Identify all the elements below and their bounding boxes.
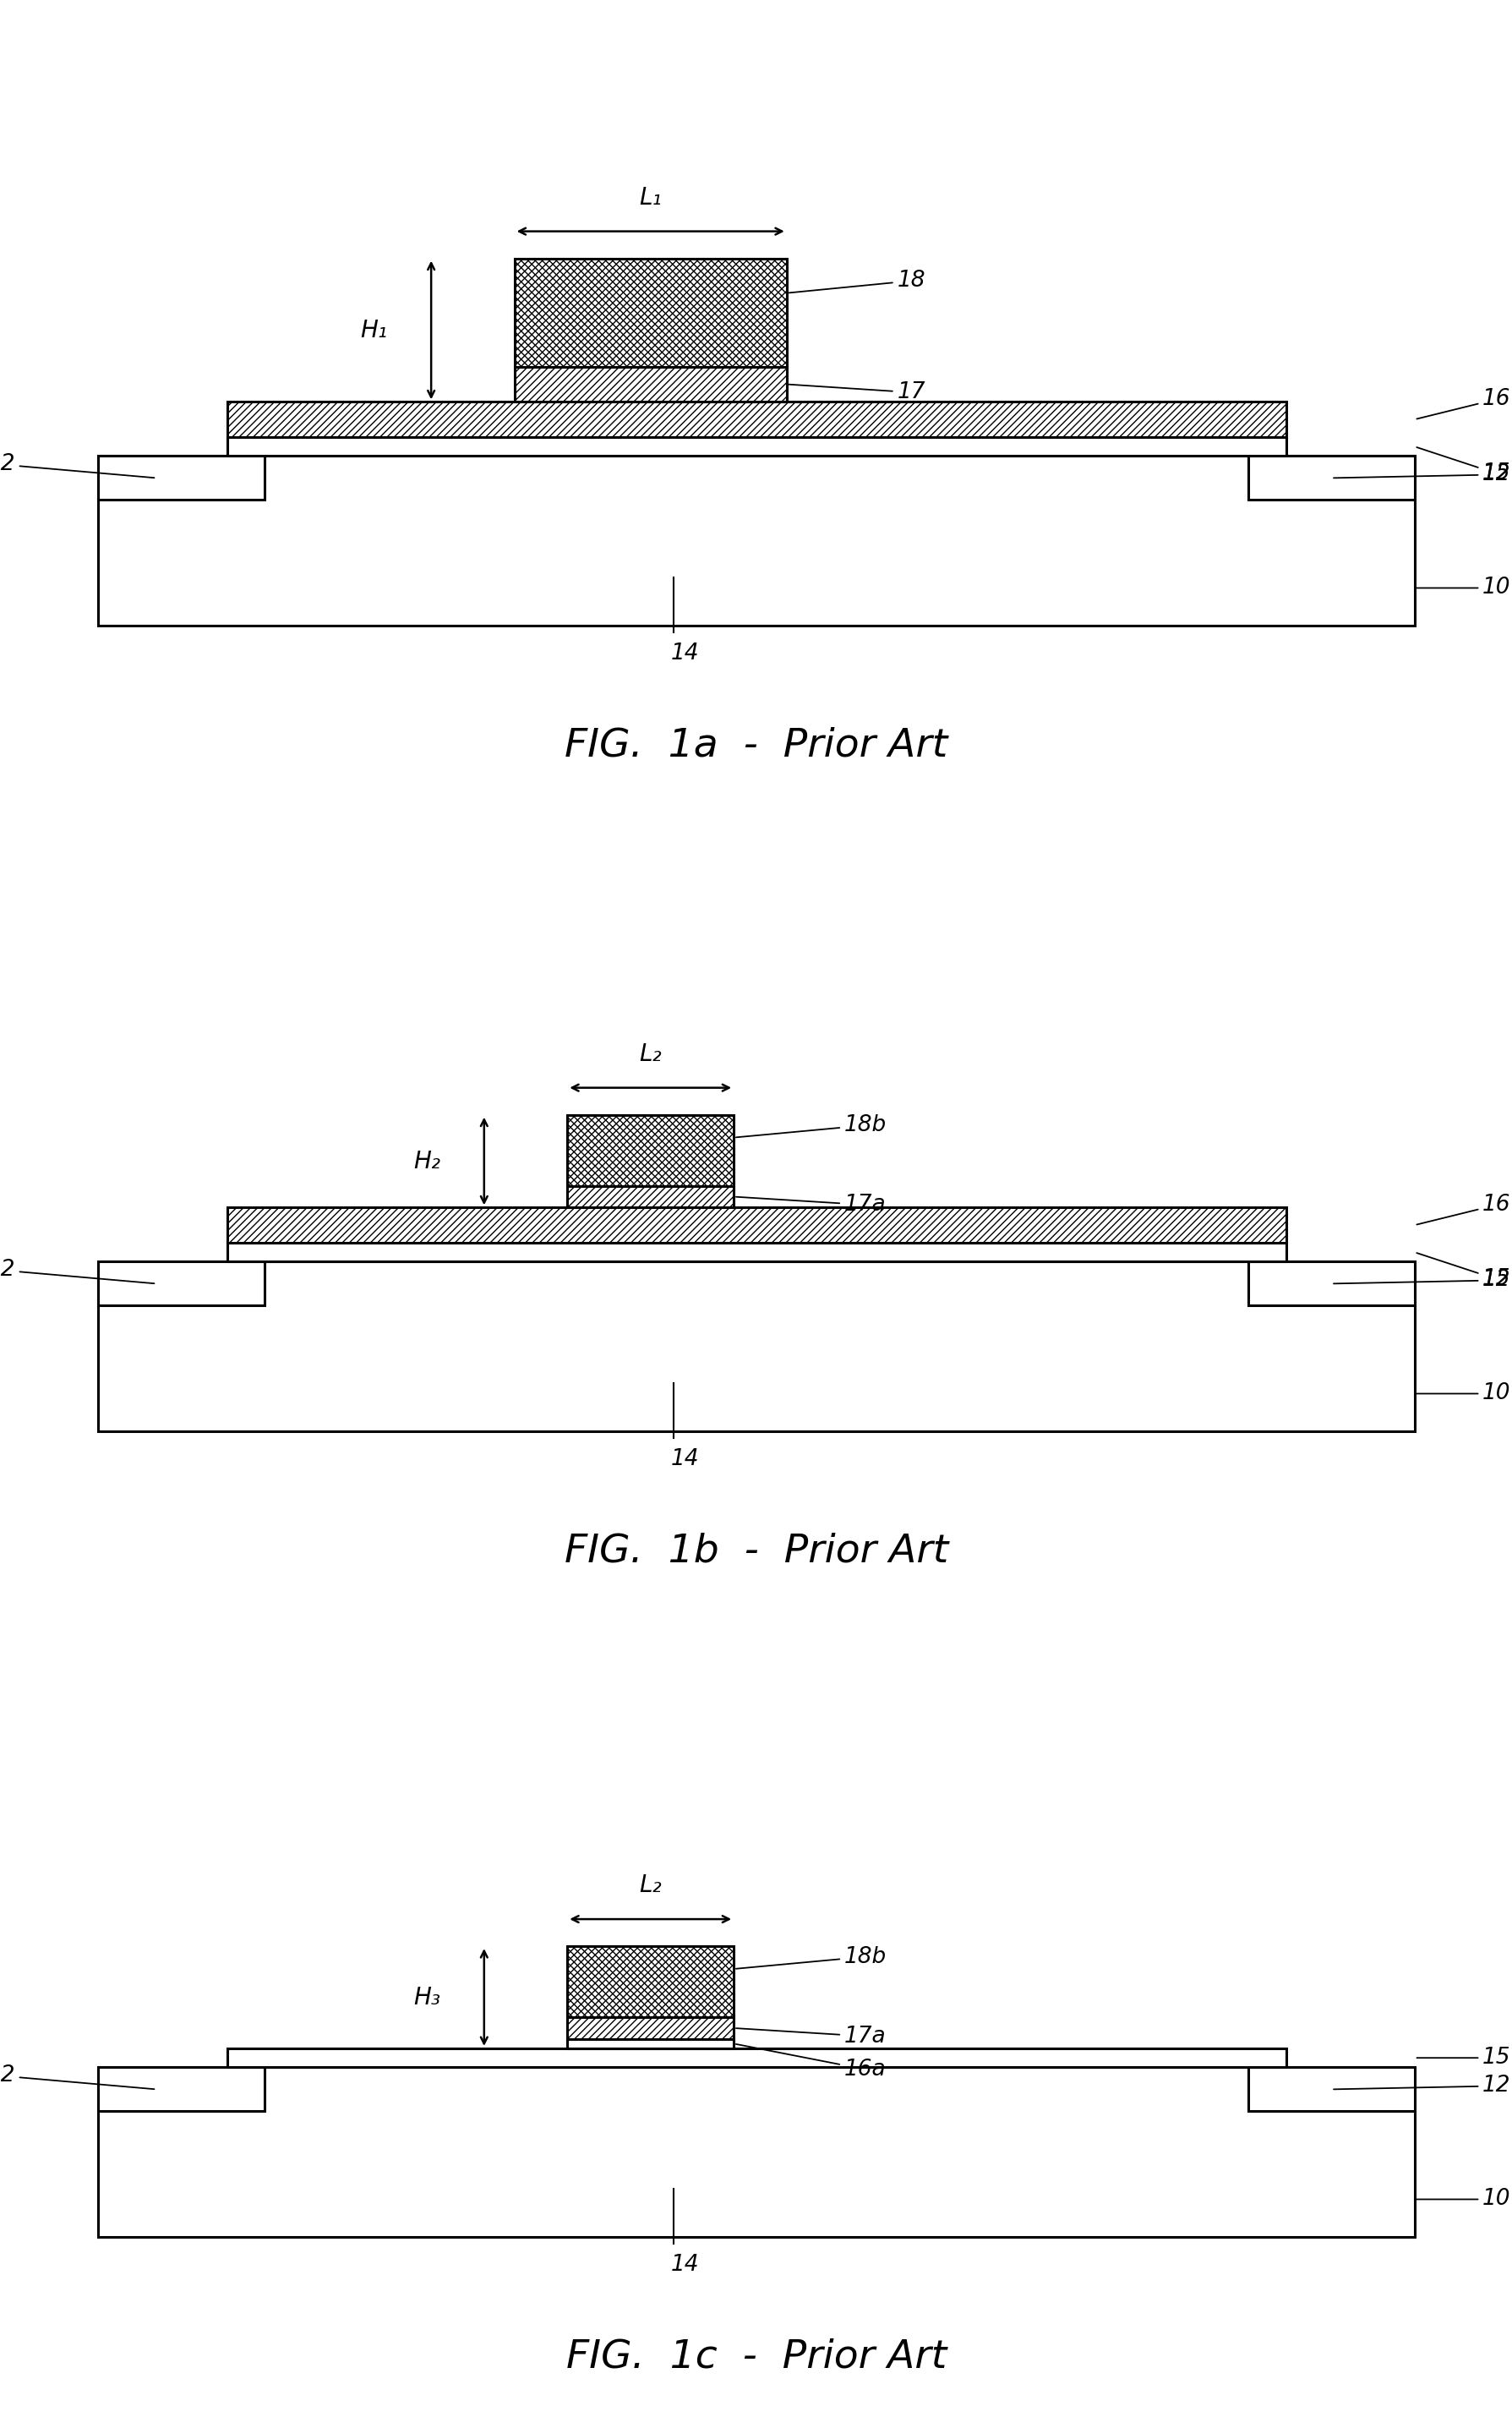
Text: 16: 16 bbox=[1417, 389, 1510, 418]
Bar bbox=[227, 1242, 1285, 1262]
Bar bbox=[567, 2018, 733, 2040]
Text: 18b: 18b bbox=[736, 1114, 886, 1138]
Bar bbox=[227, 401, 1285, 437]
Bar bbox=[514, 259, 786, 367]
Text: L₁: L₁ bbox=[640, 186, 661, 210]
Text: 18b: 18b bbox=[736, 1946, 886, 1970]
Text: 15: 15 bbox=[1417, 2047, 1510, 2069]
Bar bbox=[227, 1208, 1285, 1242]
Bar bbox=[567, 1114, 733, 1187]
Text: L₂: L₂ bbox=[640, 1873, 661, 1897]
Text: 12: 12 bbox=[1334, 2074, 1510, 2098]
Bar bbox=[514, 367, 786, 401]
Text: 10: 10 bbox=[1417, 578, 1510, 599]
Bar bbox=[98, 2067, 265, 2112]
Text: 14: 14 bbox=[671, 2255, 699, 2277]
Text: H₃: H₃ bbox=[413, 1984, 440, 2009]
Text: 10: 10 bbox=[1417, 2187, 1510, 2209]
Text: 14: 14 bbox=[671, 1448, 699, 1470]
Text: 12: 12 bbox=[1334, 1269, 1510, 1291]
Bar bbox=[567, 1114, 733, 1187]
Text: FIG.  1a  -  Prior Art: FIG. 1a - Prior Art bbox=[564, 725, 948, 764]
Bar bbox=[227, 2047, 1285, 2067]
Text: 16: 16 bbox=[1417, 1194, 1510, 1225]
Bar bbox=[1247, 1262, 1414, 1305]
Text: 12: 12 bbox=[0, 2064, 154, 2088]
Text: FIG.  1b  -  Prior Art: FIG. 1b - Prior Art bbox=[564, 1532, 948, 1571]
Text: 12: 12 bbox=[1334, 464, 1510, 486]
Text: 10: 10 bbox=[1417, 1383, 1510, 1404]
Text: 17a: 17a bbox=[736, 2025, 886, 2047]
Text: 12: 12 bbox=[0, 1259, 154, 1283]
Bar bbox=[98, 1262, 265, 1305]
Bar bbox=[98, 457, 1414, 626]
Text: H₂: H₂ bbox=[413, 1150, 440, 1172]
Bar bbox=[98, 457, 265, 500]
Text: 12: 12 bbox=[0, 454, 154, 479]
Text: 18: 18 bbox=[789, 271, 925, 292]
Text: 14: 14 bbox=[671, 643, 699, 665]
Text: H₁: H₁ bbox=[360, 319, 387, 341]
Bar bbox=[514, 259, 786, 367]
Bar bbox=[567, 2040, 733, 2047]
Text: L₂: L₂ bbox=[640, 1042, 661, 1066]
Bar bbox=[227, 437, 1285, 457]
Bar bbox=[98, 2067, 1414, 2236]
Text: 17a: 17a bbox=[736, 1194, 886, 1216]
Text: 16a: 16a bbox=[736, 2045, 886, 2081]
Bar bbox=[567, 1946, 733, 2018]
Text: FIG.  1c  -  Prior Art: FIG. 1c - Prior Art bbox=[565, 2337, 947, 2376]
Text: 15: 15 bbox=[1415, 447, 1510, 483]
Bar bbox=[567, 1187, 733, 1208]
Bar bbox=[567, 1946, 733, 2018]
Bar bbox=[98, 1262, 1414, 1431]
Bar bbox=[1247, 457, 1414, 500]
Text: 15: 15 bbox=[1415, 1252, 1510, 1291]
Text: 17: 17 bbox=[789, 382, 925, 404]
Bar bbox=[1247, 2067, 1414, 2112]
